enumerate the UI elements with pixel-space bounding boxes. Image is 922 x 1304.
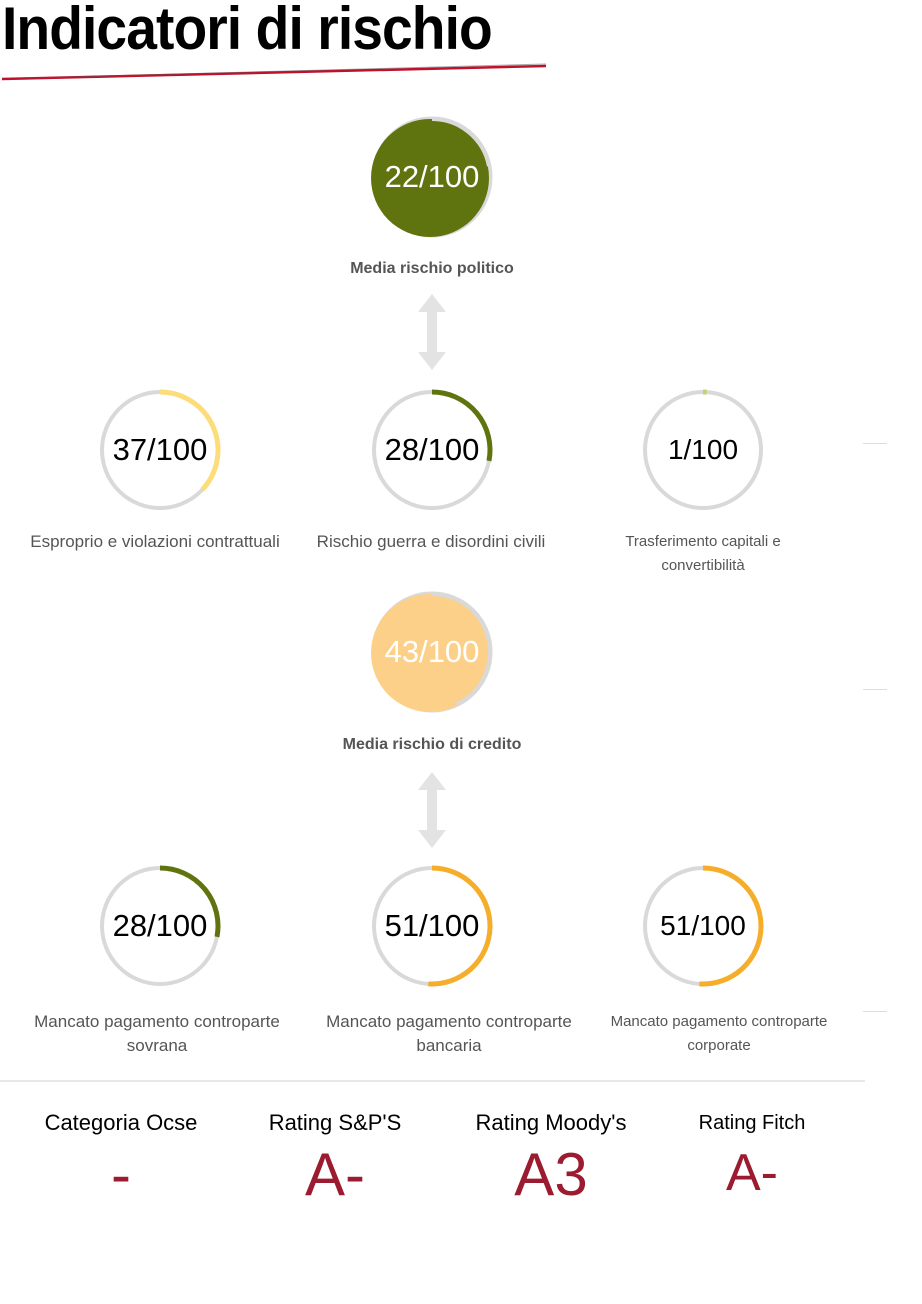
capital-transfer-gauge: 1/100 [638,385,768,515]
bank-gauge: 51/100 [367,861,497,991]
gauge-progress-arc [428,865,493,987]
gauge-value: 43/100 [384,634,480,669]
credit-average-gauge: 43/100 [367,587,497,717]
rating-fitch: Rating Fitch A- [652,1112,852,1203]
gauge-value: 22/100 [384,159,480,194]
capital-transfer-label: Trasferimento capitali e convertibilità [625,533,781,574]
gauge-value: 28/100 [112,908,208,943]
credit-average-label: Media rischio di credito [342,736,522,753]
gauge-progress-arc [431,592,492,707]
war-risk-gauge: 28/100 [367,385,497,515]
divider [863,1011,887,1012]
gauge-value: 51/100 [660,910,746,941]
gauge-progress-arc [431,389,493,462]
corporate-label: Mancato pagamento controparte corporate [610,1013,828,1054]
rating-label: Rating Fitch [698,1112,806,1134]
section-divider [0,1080,865,1082]
gauge-ring [372,865,493,987]
gauge-ring [100,389,221,510]
gauge-progress-arc [159,865,221,938]
political-average-label: Media rischio politico [350,260,514,277]
expropriation-gauge: 37/100 [95,385,225,515]
sovereign-label: Mancato pagamento controparte sovrana [34,1012,280,1055]
gauge-value: 28/100 [384,432,480,467]
double-arrow-icon [418,294,446,370]
rating-ocse: Categoria Ocse - [21,1110,221,1209]
gauge-progress-arc [159,389,221,492]
gauge-progress-arc [699,865,764,987]
political-average-gauge: 22/100 [367,112,497,242]
gauge-ring [643,865,764,987]
gauge-value: 1/100 [667,434,739,465]
expropriation-label: Esproprio e violazioni contrattuali [30,532,280,551]
gauge-progress-arc [431,117,491,167]
rating-sp: Rating S&P'S A- [235,1110,435,1209]
gauge-value: 37/100 [112,432,208,467]
gauge-ring [372,389,493,510]
divider [863,443,887,444]
gauge-disc [371,591,493,713]
gauge-ring [643,389,763,510]
divider [863,689,887,690]
corporate-gauge: 51/100 [638,861,768,991]
bank-label: Mancato pagamento controparte bancaria [326,1012,572,1055]
gauge-value: 51/100 [384,908,480,943]
rating-moodys: Rating Moody's A3 [451,1110,651,1209]
rating-label: Rating S&P'S [268,1110,402,1135]
rating-label: Categoria Ocse [44,1110,198,1135]
rating-value: A- [726,1144,778,1202]
page-title: Indicatori di rischio [2,0,493,62]
double-arrow-icon [418,772,446,848]
gauge-ring [100,865,221,986]
title-underline [1,63,547,81]
gauge-fill [371,594,489,712]
gauge-disc [371,116,493,238]
rating-value: A- [305,1141,365,1208]
rating-label: Rating Moody's [475,1110,627,1135]
rating-value: A3 [514,1141,588,1208]
rating-value: - [111,1141,131,1208]
sovereign-gauge: 28/100 [95,861,225,991]
gauge-fill [371,119,489,237]
war-risk-label: Rischio guerra e disordini civili [316,532,546,551]
